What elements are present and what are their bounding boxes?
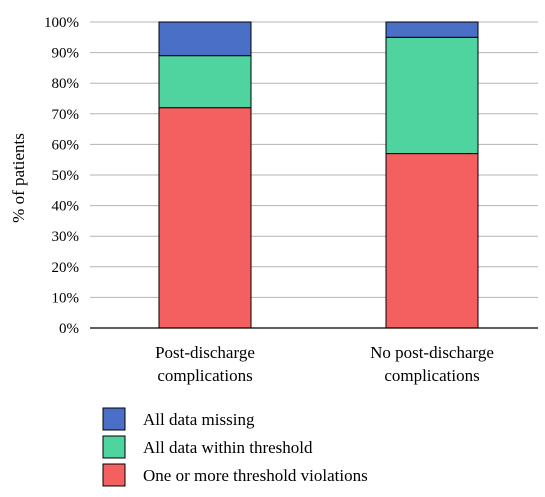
y-tick-label: 70% xyxy=(52,107,80,123)
y-tick-label: 0% xyxy=(59,321,79,337)
legend-label: One or more threshold violations xyxy=(143,466,368,485)
y-axis-label: % of patients xyxy=(9,133,28,223)
bars xyxy=(158,21,479,329)
legend: All data missing All data within threshol… xyxy=(102,407,368,487)
bar-segment xyxy=(158,55,252,109)
legend-swatch xyxy=(102,435,126,459)
y-tick-label: 60% xyxy=(52,137,80,153)
bar-segment xyxy=(385,36,479,155)
y-tick-labels: 0% 10% 20% 30% 40% 50% 60% 70% 80% 90% 100% xyxy=(44,15,79,337)
y-tick-label: 100% xyxy=(44,15,79,31)
y-tick-label: 20% xyxy=(52,260,80,276)
bar-segment xyxy=(158,21,252,57)
y-tick-label: 40% xyxy=(52,199,80,215)
legend-label: All data within threshold xyxy=(143,438,313,457)
y-tick-label: 50% xyxy=(52,168,80,184)
x-category-labels: Post-discharge complications No post-disch… xyxy=(155,343,494,385)
x-category-label: No post-discharge complications xyxy=(370,343,494,385)
bar-segment xyxy=(385,21,479,38)
bar-segment xyxy=(158,107,252,329)
legend-swatch xyxy=(102,407,126,431)
x-category-label: Post-discharge complications xyxy=(155,343,255,385)
legend-label: All data missing xyxy=(143,410,255,429)
legend-swatch xyxy=(102,463,126,487)
y-tick-label: 80% xyxy=(52,76,80,92)
bar-segment xyxy=(385,153,479,329)
y-tick-label: 90% xyxy=(52,46,80,62)
y-tick-label: 10% xyxy=(52,290,80,306)
y-tick-label: 30% xyxy=(52,229,80,245)
